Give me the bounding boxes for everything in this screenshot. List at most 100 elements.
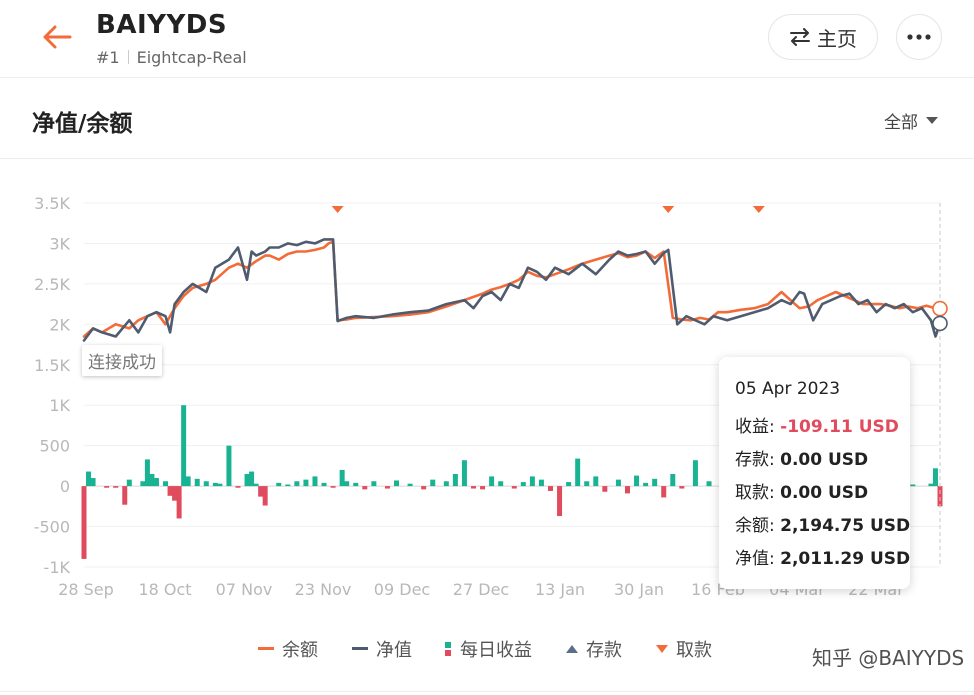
daily-profit-bar — [330, 486, 336, 488]
x-tick-label: 18 Oct — [138, 580, 191, 599]
x-tick-label: 27 Dec — [453, 580, 509, 599]
tooltip-deposit-label: 存款: — [735, 450, 775, 470]
daily-profit-bar — [421, 486, 427, 490]
daily-profit-bar — [584, 481, 590, 487]
legend-item-withdraw[interactable]: 取款 — [656, 636, 712, 662]
watermark: 知乎 @BAIYYDS — [812, 646, 965, 670]
switch-icon — [790, 28, 810, 46]
more-dots-icon — [907, 34, 931, 40]
daily-profit-bar — [452, 473, 458, 487]
tooltip-balance-label: 余额: — [735, 516, 775, 536]
tooltip-deposit-value: 0.00 USD — [780, 450, 869, 470]
daily-profit-bar — [149, 473, 155, 487]
withdraw-marker — [662, 206, 675, 213]
daily-profit-bar — [185, 476, 191, 487]
daily-profit-bar — [244, 473, 250, 487]
daily-profit-bar — [321, 482, 327, 487]
daily-profit-bar — [932, 468, 938, 487]
chart-legend: 余额 净值 每日收益 存款 取款 — [0, 636, 974, 664]
daily-profit-bar — [81, 486, 87, 559]
daily-profit-bar — [461, 460, 467, 487]
app-header: BAIYYDS #1 Eightcap-Real 主页 — [0, 0, 974, 78]
daily-profit-bar — [557, 486, 563, 517]
range-select-label: 全部 — [884, 113, 918, 133]
daily-profit-bar — [643, 482, 649, 487]
y-tick-label: 2.5K — [34, 275, 70, 294]
tooltip-profit-value: -109.11 USD — [780, 417, 899, 437]
legend-item-balance[interactable]: 余额 — [258, 636, 318, 662]
legend-label-withdraw: 取款 — [676, 640, 712, 661]
tooltip-equity-row: 净值: 2,011.29 USD — [735, 544, 910, 577]
daily-profit-bar — [520, 482, 526, 487]
daily-profit-bar — [430, 479, 436, 487]
daily-profit-bar — [122, 486, 128, 505]
legend-item-daily[interactable]: 每日收益 — [444, 636, 532, 662]
broker-name: Eightcap-Real — [136, 48, 247, 67]
daily-profit-bar — [253, 483, 259, 487]
daily-profit-bar — [937, 486, 943, 507]
daily-profit-bar — [276, 482, 282, 487]
daily-profit-bar — [212, 482, 218, 487]
equity-balance-chart[interactable]: -1K -500 0 500 1K 1.5K 2K 2.5K 3K 3.5K 28 Sep 18 Oc… — [0, 160, 974, 600]
legend-item-equity[interactable]: 净值 — [352, 636, 412, 662]
y-tick-label: 3K — [49, 234, 70, 253]
daily-profit-bar — [144, 459, 150, 487]
daily-profit-bar — [692, 460, 698, 487]
range-select[interactable]: 全部 — [884, 108, 938, 133]
daily-profit-bar — [602, 486, 608, 492]
x-tick-label: 28 Sep — [58, 580, 114, 599]
daily-profit-bar — [217, 483, 223, 487]
y-tick-label: -1K — [44, 558, 71, 577]
daily-profit-bar — [294, 481, 300, 487]
y-tick-label: 3.5K — [34, 194, 70, 213]
daily-profit-bar — [575, 458, 581, 487]
tooltip-withdraw-value: 0.00 USD — [780, 483, 869, 503]
daily-profit-bar — [235, 486, 241, 488]
daily-profit-bar — [104, 486, 110, 488]
daily-profit-bar — [407, 483, 413, 487]
daily-profit-bar — [176, 486, 182, 519]
daily-profit-bar — [706, 481, 712, 487]
daily-profit-bar — [394, 480, 400, 487]
home-button[interactable]: 主页 — [768, 14, 878, 60]
daily-profit-bar — [498, 481, 504, 487]
daily-profit-bar — [353, 482, 359, 487]
withdraw-marker — [331, 206, 344, 213]
y-tick-label: 500 — [39, 437, 70, 456]
divider — [127, 50, 129, 64]
y-tick-label: 2K — [49, 315, 70, 334]
daily-profit-bar — [262, 486, 268, 506]
account-name: BAIYYDS — [96, 10, 228, 40]
legend-label-equity: 净值 — [376, 640, 412, 661]
daily-profit-bar — [529, 476, 535, 487]
daily-profit-bar — [661, 486, 667, 498]
daily-profit-bar — [181, 405, 187, 487]
daily-profit-bar — [615, 479, 621, 487]
daily-profit-bar — [471, 486, 477, 489]
daily-profit-bar — [113, 486, 119, 488]
daily-profit-bar — [489, 476, 495, 487]
daily-profit-bar — [203, 481, 209, 487]
daily-profit-bar — [547, 486, 553, 491]
daily-profit-bar — [194, 478, 200, 487]
tooltip-balance-row: 余额: 2,194.75 USD — [735, 511, 910, 544]
daily-profit-bar — [172, 486, 178, 501]
daily-profit-bar — [249, 471, 255, 487]
daily-profit-bar — [167, 486, 173, 496]
balance-line-icon — [258, 647, 274, 650]
legend-item-deposit[interactable]: 存款 — [566, 636, 622, 662]
daily-profit-bar — [344, 481, 350, 487]
daily-profit-bar — [511, 486, 517, 489]
daily-profit-bar — [670, 473, 676, 487]
x-tick-label: 13 Jan — [535, 580, 585, 599]
withdraw-marker — [752, 206, 765, 213]
daily-profit-bar — [679, 486, 685, 489]
more-options-button[interactable] — [896, 14, 942, 60]
daily-profit-bar — [312, 476, 318, 487]
back-arrow-icon[interactable] — [40, 20, 74, 54]
daily-profit-bar — [258, 486, 264, 497]
home-button-label: 主页 — [817, 26, 857, 51]
daily-profit-bar — [910, 484, 916, 487]
equity-hover-dot — [932, 315, 948, 332]
tooltip-deposit-row: 存款: 0.00 USD — [735, 445, 910, 478]
